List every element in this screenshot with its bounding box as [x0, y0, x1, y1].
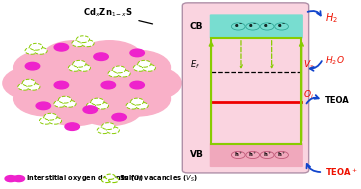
Circle shape: [25, 62, 40, 70]
Circle shape: [42, 91, 108, 126]
Circle shape: [22, 79, 35, 86]
Text: $\mathit{E_f}$: $\mathit{E_f}$: [190, 58, 200, 71]
Circle shape: [30, 43, 43, 50]
Circle shape: [231, 151, 245, 159]
Circle shape: [86, 102, 99, 109]
Circle shape: [246, 23, 260, 30]
Circle shape: [27, 83, 40, 90]
Circle shape: [36, 102, 51, 110]
Circle shape: [143, 64, 156, 71]
Circle shape: [39, 117, 52, 124]
Circle shape: [63, 100, 76, 107]
Text: Cd$_x$Zn$_{1-x}$S: Cd$_x$Zn$_{1-x}$S: [83, 7, 153, 24]
Circle shape: [101, 177, 112, 183]
Circle shape: [113, 66, 126, 73]
Circle shape: [130, 81, 144, 89]
Circle shape: [25, 47, 38, 54]
Circle shape: [105, 174, 115, 179]
Text: Sulfur vacancies ($\mathit{V_S}$): Sulfur vacancies ($\mathit{V_S}$): [119, 174, 198, 184]
Circle shape: [13, 176, 25, 182]
Circle shape: [135, 102, 148, 109]
Circle shape: [131, 98, 144, 105]
Circle shape: [97, 127, 110, 134]
Circle shape: [126, 102, 139, 109]
Text: $\mathit{V_s}$: $\mathit{V_s}$: [303, 58, 314, 71]
Circle shape: [42, 41, 108, 75]
Text: e$^-$: e$^-$: [262, 22, 272, 30]
Circle shape: [105, 81, 170, 116]
Text: e$^-$: e$^-$: [277, 22, 286, 30]
Circle shape: [246, 151, 260, 159]
Circle shape: [105, 50, 170, 85]
FancyBboxPatch shape: [182, 3, 309, 173]
Circle shape: [72, 40, 85, 47]
Circle shape: [77, 91, 142, 126]
Circle shape: [54, 81, 69, 89]
Circle shape: [133, 64, 146, 71]
Circle shape: [14, 81, 79, 116]
Circle shape: [96, 102, 109, 109]
Circle shape: [54, 100, 67, 107]
Text: e$^-$: e$^-$: [248, 22, 257, 30]
Circle shape: [117, 70, 130, 77]
Circle shape: [44, 113, 57, 120]
Text: h$^+$: h$^+$: [248, 150, 257, 160]
Text: VB: VB: [190, 150, 203, 160]
Circle shape: [43, 57, 142, 109]
Circle shape: [91, 98, 104, 105]
Circle shape: [34, 47, 47, 54]
Circle shape: [65, 123, 79, 130]
Circle shape: [109, 177, 119, 183]
Circle shape: [83, 106, 97, 113]
Circle shape: [138, 60, 151, 67]
Circle shape: [94, 53, 108, 60]
Circle shape: [77, 36, 90, 43]
Circle shape: [14, 50, 79, 85]
Circle shape: [231, 23, 245, 30]
Circle shape: [78, 64, 91, 71]
Circle shape: [5, 176, 17, 182]
Circle shape: [68, 64, 81, 71]
Text: $H_2O$: $H_2O$: [325, 54, 345, 67]
Circle shape: [101, 81, 116, 89]
Circle shape: [77, 41, 142, 75]
Circle shape: [102, 123, 115, 129]
Circle shape: [275, 151, 288, 159]
Circle shape: [18, 83, 31, 90]
Circle shape: [106, 127, 119, 134]
Circle shape: [58, 96, 71, 103]
Text: TEOA: TEOA: [325, 96, 350, 105]
Text: TEOA$^+$: TEOA$^+$: [325, 166, 358, 178]
Circle shape: [130, 49, 144, 57]
Text: $\mathit{O_i}$: $\mathit{O_i}$: [303, 89, 313, 101]
FancyBboxPatch shape: [210, 143, 303, 167]
Text: h$^+$: h$^+$: [277, 150, 286, 160]
Circle shape: [54, 43, 69, 51]
Text: h$^+$: h$^+$: [234, 150, 243, 160]
Circle shape: [108, 70, 121, 77]
Circle shape: [73, 60, 86, 67]
Bar: [211, 38, 301, 144]
Circle shape: [112, 113, 126, 121]
Circle shape: [49, 117, 62, 124]
Circle shape: [275, 23, 288, 30]
Text: $H_2$: $H_2$: [325, 12, 338, 26]
Circle shape: [260, 23, 274, 30]
Circle shape: [3, 66, 69, 100]
Text: Interstitial oxygen dopants ($\mathit{O_i}$): Interstitial oxygen dopants ($\mathit{O_…: [26, 174, 144, 184]
Circle shape: [116, 66, 181, 100]
Text: e$^-$: e$^-$: [234, 22, 243, 30]
Circle shape: [260, 151, 274, 159]
FancyBboxPatch shape: [210, 14, 303, 39]
Text: h$^+$: h$^+$: [262, 150, 272, 160]
Text: CB: CB: [190, 22, 203, 31]
Circle shape: [81, 40, 94, 47]
